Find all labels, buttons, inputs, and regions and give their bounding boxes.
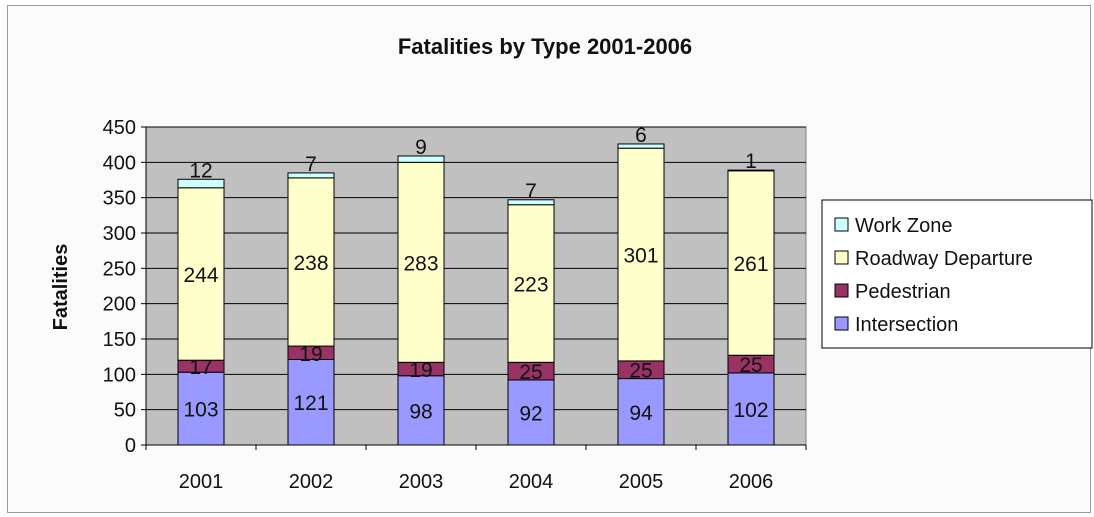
data-label: 98 bbox=[409, 400, 432, 423]
data-label: 25 bbox=[519, 361, 542, 384]
bar-work-zone-2002 bbox=[287, 172, 335, 179]
data-label: 19 bbox=[299, 343, 322, 366]
bar-intersection-2002 bbox=[287, 358, 335, 446]
data-label: 301 bbox=[623, 245, 658, 268]
legend-label: Intersection bbox=[855, 314, 958, 336]
bar-intersection-2005 bbox=[617, 378, 665, 446]
bar-work-zone-2006 bbox=[727, 169, 775, 172]
bar-roadway-departure-2006 bbox=[727, 170, 775, 356]
legend-label: Pedestrian bbox=[855, 281, 951, 303]
chart-title: Fatalities by Type 2001-2006 bbox=[398, 34, 692, 59]
legend-swatch bbox=[834, 217, 849, 232]
bar-intersection-2001 bbox=[177, 371, 225, 446]
y-tick-label: 350 bbox=[103, 188, 136, 210]
plot-area: 0501001502002503003504004501031724412200… bbox=[103, 117, 807, 493]
y-tick-label: 150 bbox=[103, 329, 136, 351]
bar-intersection-2003 bbox=[397, 375, 445, 446]
legend: Work Zone Roadway Departure Pedestrian Inte… bbox=[821, 199, 1093, 349]
legend-swatch bbox=[834, 250, 849, 265]
data-label: 261 bbox=[733, 253, 768, 276]
data-label: 25 bbox=[629, 360, 652, 383]
data-label: 6 bbox=[635, 124, 647, 147]
data-label: 7 bbox=[305, 153, 317, 176]
x-tick-label: 2001 bbox=[179, 471, 224, 493]
bar-work-zone-2005 bbox=[617, 143, 665, 149]
data-label: 223 bbox=[513, 274, 548, 297]
data-label: 94 bbox=[629, 402, 653, 425]
y-tick-label: 450 bbox=[103, 117, 136, 139]
data-label: 1 bbox=[745, 150, 757, 173]
legend-swatch bbox=[834, 316, 849, 331]
y-tick-label: 100 bbox=[103, 364, 136, 386]
legend-box bbox=[821, 199, 1093, 349]
bar-intersection-2004 bbox=[507, 379, 555, 446]
y-tick-label: 300 bbox=[103, 223, 136, 245]
data-label: 9 bbox=[415, 136, 427, 159]
bar-intersection-2006 bbox=[727, 372, 775, 446]
y-tick-label: 50 bbox=[114, 400, 136, 422]
data-label: 238 bbox=[293, 252, 328, 275]
data-label: 19 bbox=[409, 359, 432, 382]
y-tick-label: 200 bbox=[103, 294, 136, 316]
legend-label: Roadway Departure bbox=[855, 248, 1033, 270]
x-tick-label: 2004 bbox=[509, 471, 554, 493]
data-label: 12 bbox=[189, 159, 212, 182]
plot-background bbox=[145, 126, 807, 446]
data-label: 25 bbox=[739, 354, 762, 377]
bar-roadway-departure-2004 bbox=[507, 204, 555, 363]
data-label: 283 bbox=[403, 252, 438, 275]
data-label: 7 bbox=[525, 180, 537, 203]
data-label: 17 bbox=[189, 356, 212, 379]
data-label: 121 bbox=[293, 392, 328, 415]
y-tick-label: 250 bbox=[103, 258, 136, 280]
y-tick-label: 400 bbox=[103, 152, 136, 174]
bar-work-zone-2004 bbox=[507, 199, 555, 206]
x-tick-label: 2002 bbox=[289, 471, 334, 493]
bar-roadway-departure-2001 bbox=[177, 187, 225, 361]
x-tick-label: 2003 bbox=[399, 471, 444, 493]
bar-work-zone-2003 bbox=[397, 155, 445, 163]
legend-swatch bbox=[834, 283, 849, 298]
bar-work-zone-2001 bbox=[177, 178, 225, 189]
data-label: 244 bbox=[183, 264, 218, 287]
data-label: 102 bbox=[733, 399, 768, 422]
x-tick-label: 2005 bbox=[619, 471, 664, 493]
data-label: 92 bbox=[519, 402, 542, 425]
y-tick-label: 0 bbox=[125, 435, 136, 457]
data-label: 103 bbox=[183, 399, 218, 422]
bar-roadway-departure-2005 bbox=[617, 147, 665, 362]
y-axis-title: Fatalities bbox=[50, 244, 72, 331]
legend-label: Work Zone bbox=[855, 215, 952, 237]
bar-roadway-departure-2003 bbox=[397, 161, 445, 363]
x-tick-label: 2006 bbox=[729, 471, 774, 493]
